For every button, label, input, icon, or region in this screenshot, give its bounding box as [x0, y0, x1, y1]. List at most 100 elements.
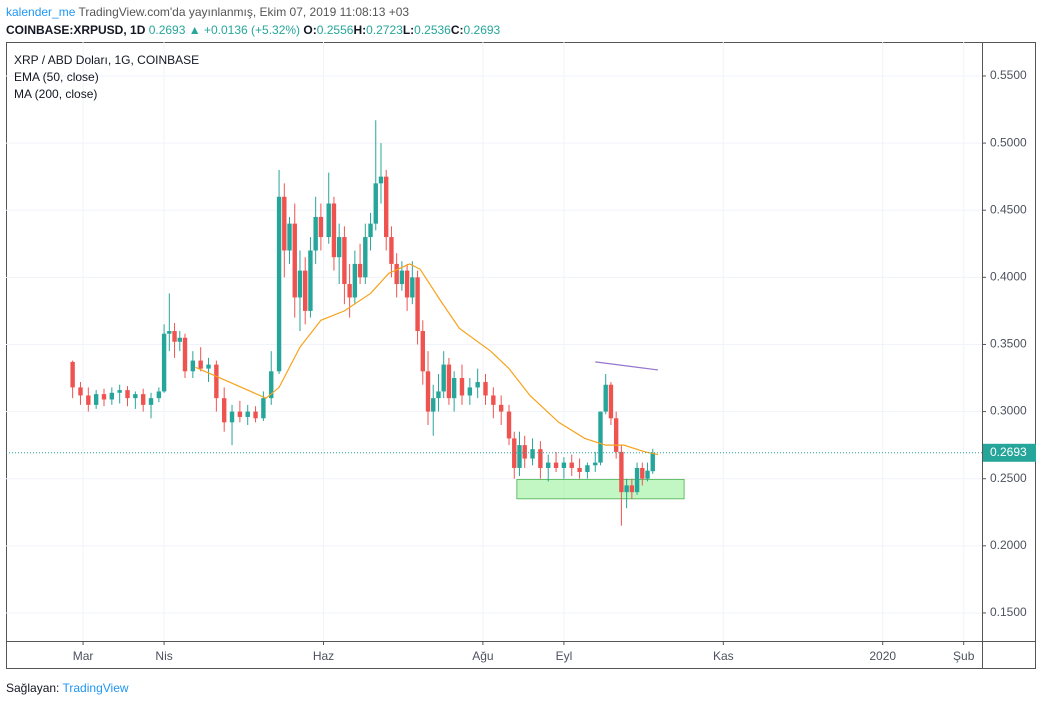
candle-body	[303, 270, 308, 311]
last-price-tag	[983, 443, 1036, 462]
candle-body	[206, 364, 211, 369]
candle-body	[70, 361, 75, 388]
candle-body	[133, 394, 138, 399]
indicator-line	[595, 361, 659, 371]
last-price-label: 0.2693	[990, 445, 1027, 459]
x-tick-label: Haz	[313, 649, 334, 663]
user[interactable]: kalender_me	[6, 5, 76, 19]
x-tick-label: Şub	[953, 649, 975, 663]
ohlc-value: 0.2556	[316, 23, 354, 37]
legend-entry: EMA (50, close)	[14, 70, 99, 84]
ohlc-value: 0.2723	[366, 23, 403, 37]
candle-body	[603, 384, 608, 412]
candle-body	[425, 371, 431, 412]
candle-body	[577, 467, 582, 472]
candle-body	[276, 196, 282, 372]
candle-body	[331, 203, 337, 258]
candle-body	[436, 391, 441, 399]
x-tick-label: 2020	[869, 649, 896, 663]
candle-body	[553, 462, 559, 468]
candle-body	[357, 263, 363, 278]
change: +0.0136 (+5.32%)	[203, 23, 301, 37]
quote-line: COINBASE:XRPUSD, 1D 0.2693 ▲ +0.0136 (+5…	[6, 23, 500, 37]
candle-body	[624, 485, 629, 493]
y-tick-label: 0.5500	[990, 68, 1027, 82]
brand[interactable]: TradingView	[62, 681, 129, 695]
candle-body	[389, 237, 394, 264]
candle-body	[182, 337, 188, 372]
candle-body	[190, 360, 196, 372]
candle-body	[221, 398, 227, 423]
candle-body	[629, 485, 635, 493]
x-tick-label: Ağu	[472, 649, 493, 663]
candle-body	[269, 371, 274, 399]
candle-body	[404, 270, 410, 298]
candle-body	[342, 237, 347, 285]
ohlc-label: C:	[450, 23, 464, 37]
last: 0.2693	[148, 23, 186, 37]
candle-body	[352, 263, 358, 298]
candle-body	[530, 449, 535, 459]
candle-body	[506, 411, 512, 439]
candle-body	[172, 331, 177, 342]
candle-body	[214, 364, 219, 399]
candle-body	[253, 411, 258, 419]
candle-body	[446, 364, 452, 399]
candle-body	[86, 395, 91, 405]
candle-body	[313, 216, 318, 251]
arrow: ▲	[188, 23, 201, 37]
candle-body	[441, 364, 446, 392]
candle-body	[287, 223, 292, 251]
candle-body	[415, 277, 420, 332]
candle-body	[538, 449, 543, 468]
candle-body	[373, 183, 378, 224]
candle-body	[336, 237, 342, 258]
candle-body	[394, 263, 399, 285]
y-tick-label: 0.2500	[990, 471, 1027, 485]
ohlc-value: 0.2693	[463, 23, 501, 37]
candle-body	[378, 176, 384, 184]
candle-body	[399, 270, 405, 285]
candle-body	[384, 176, 389, 238]
ohlc-label: H:	[353, 23, 367, 37]
candle-body	[467, 387, 473, 396]
candle-body	[237, 411, 243, 417]
candle-body	[109, 392, 115, 400]
support-zone	[516, 478, 685, 500]
provider: Sağlayan:	[6, 681, 60, 695]
candle-body	[650, 452, 655, 472]
candle-body	[569, 462, 574, 468]
candle-body	[634, 467, 640, 493]
frame	[6, 42, 1036, 669]
y-tick-label: 0.1500	[990, 605, 1027, 619]
candle-body	[585, 465, 590, 472]
y-tick-label: 0.3000	[990, 404, 1027, 418]
candle-body	[410, 277, 415, 298]
ohlc-label: O:	[303, 23, 317, 37]
candle-body	[512, 438, 517, 468]
candle-body	[451, 378, 457, 399]
candle-body	[261, 398, 266, 419]
candle-body	[326, 203, 331, 238]
candle-body	[292, 223, 297, 298]
candle-body	[229, 411, 235, 423]
candle-body	[483, 382, 488, 396]
candle-body	[161, 333, 167, 392]
candle-body	[245, 411, 250, 417]
plot	[6, 120, 982, 526]
ohlc-label: L:	[402, 23, 415, 37]
candle-body	[613, 418, 619, 452]
grid	[6, 42, 982, 641]
candle-body	[156, 391, 162, 399]
candle-body	[420, 331, 425, 372]
footer: Sağlayan: TradingView	[6, 681, 129, 695]
candle-body	[368, 223, 373, 238]
candle-body	[517, 445, 522, 468]
candle-body	[177, 337, 182, 342]
candle-body	[363, 237, 368, 278]
x-tick-label: Nis	[155, 649, 172, 663]
y-tick-label: 0.4500	[990, 202, 1027, 216]
x-tick-label: Eyl	[556, 649, 573, 663]
